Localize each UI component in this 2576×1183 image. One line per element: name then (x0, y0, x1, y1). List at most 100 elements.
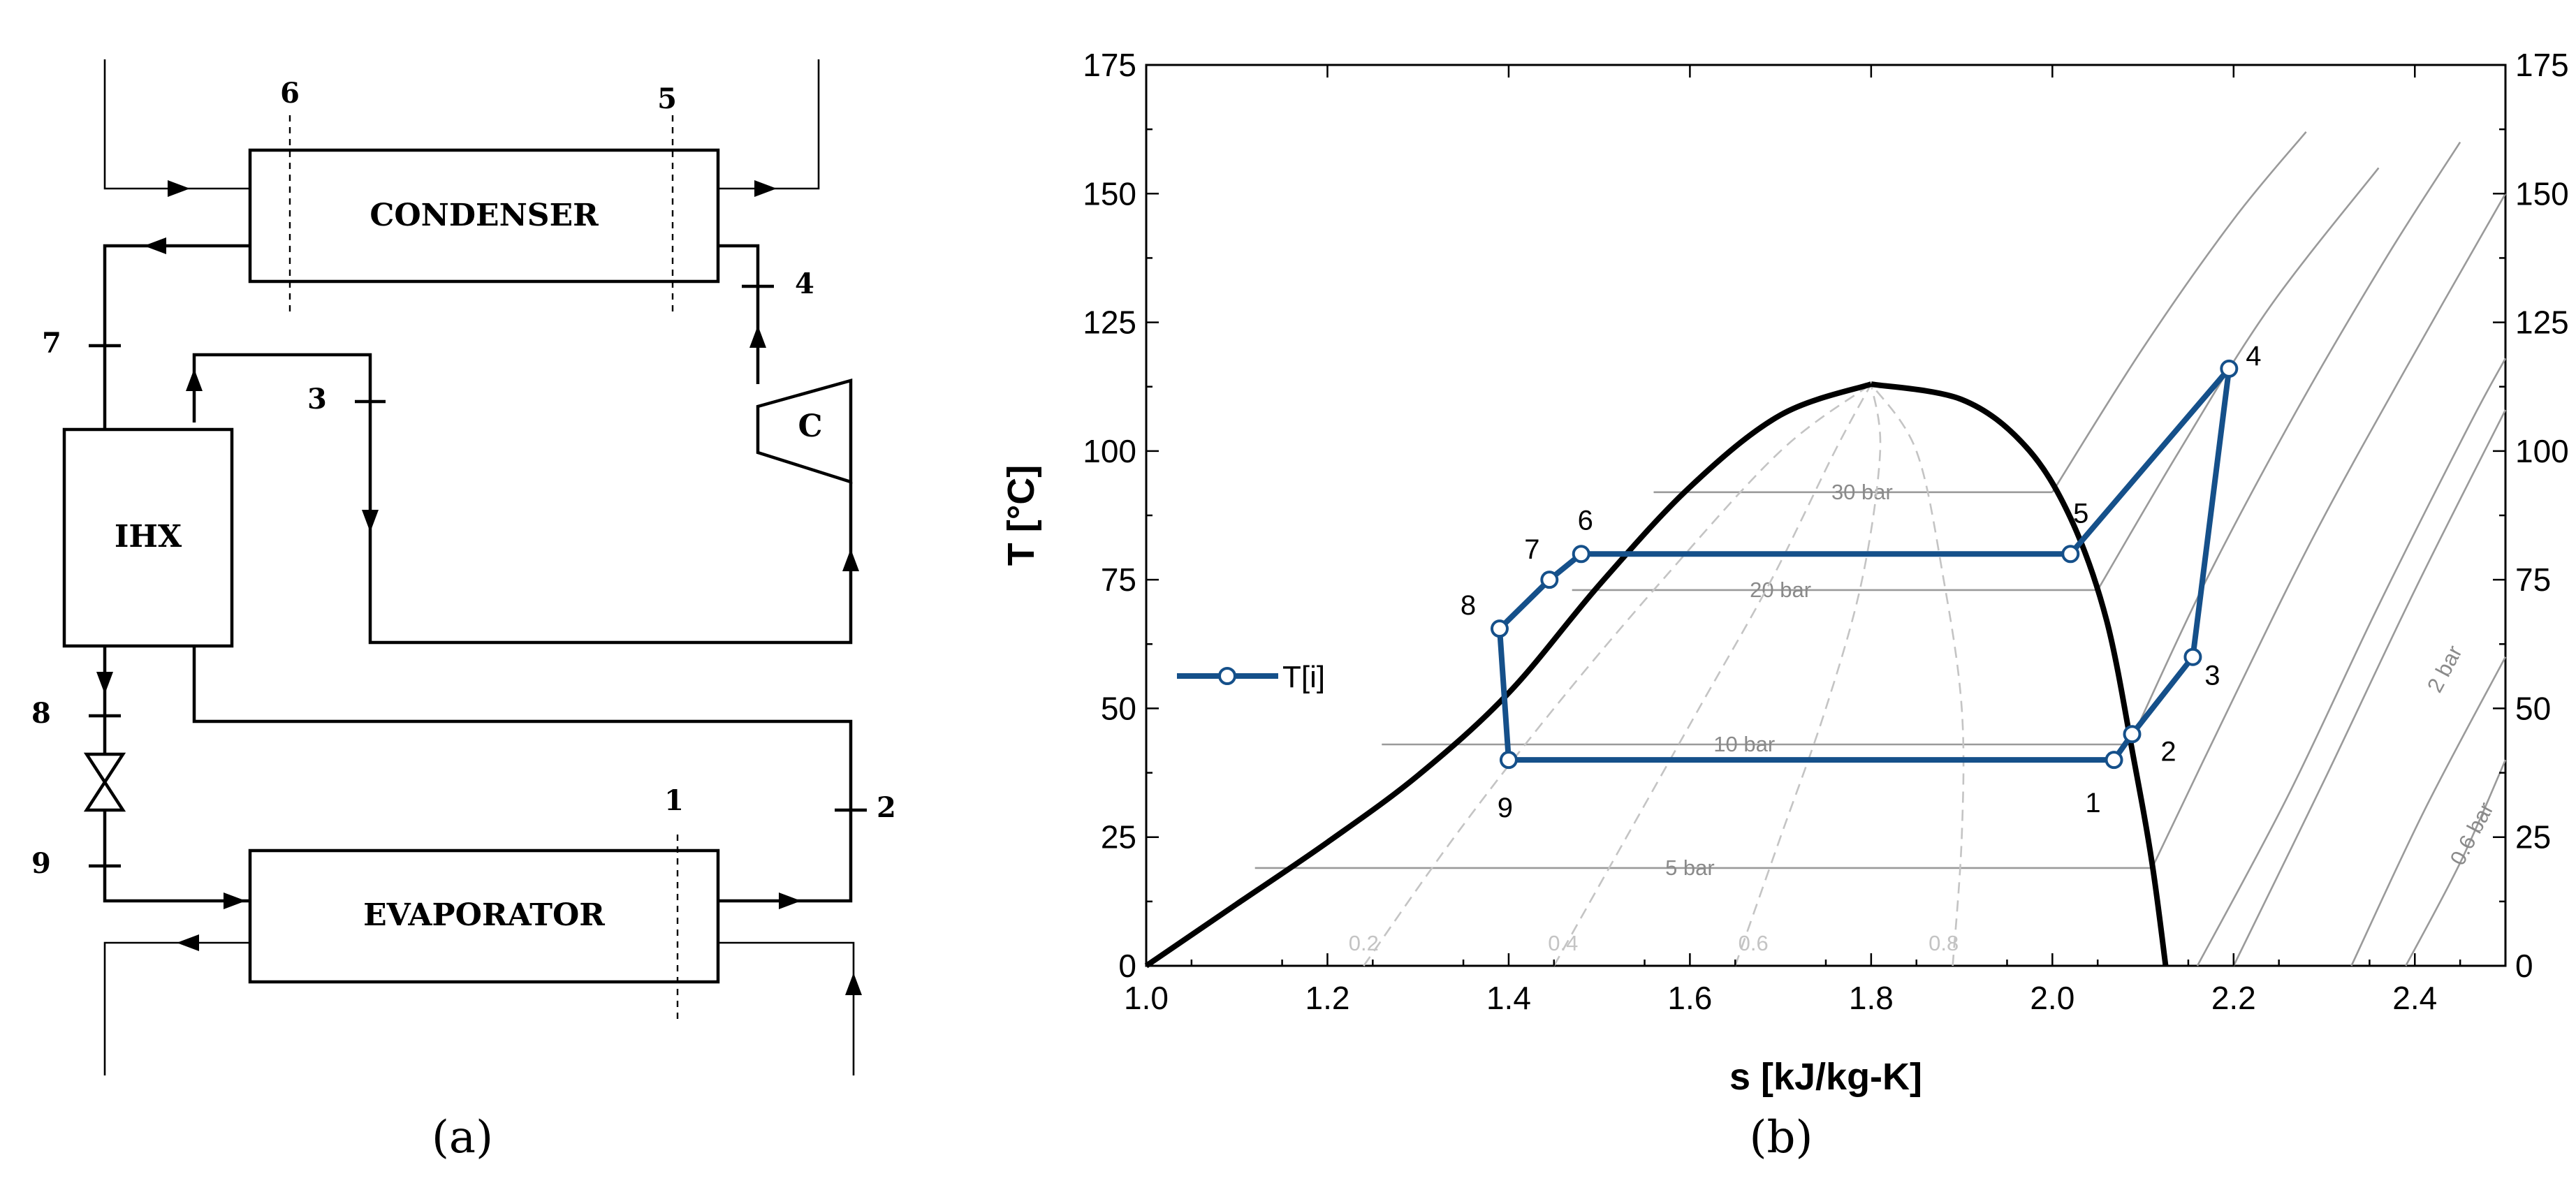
right-y-tick-label: 25 (2515, 819, 2551, 855)
cycle-schematic: CONDENSER 6 5 4 C 3 7 IHX 8 (31, 59, 896, 1075)
quality-label: 0.8 (1929, 931, 1959, 955)
evaporator-source-inlet-line (718, 941, 855, 1075)
isobar-label: 20 bar (1750, 578, 1811, 602)
right-y-tick-label: 150 (2515, 175, 2569, 212)
ihx-box (62, 427, 234, 648)
quality-line (1734, 383, 1882, 967)
quality-line (1553, 383, 1873, 967)
isobar-curve (2097, 167, 2380, 591)
quality-line (1870, 383, 1965, 967)
right-y-tick-label: 100 (2515, 433, 2569, 469)
arrow-left-icon (144, 237, 166, 254)
isobar-label: 30 bar (1831, 480, 1893, 504)
legend: T[i] (1177, 660, 1325, 694)
quality-label: 0.6 (1739, 931, 1769, 955)
arrow-down-icon (362, 510, 379, 532)
cycle-point-label: 6 (1578, 505, 1593, 536)
ihx-label: IHX (115, 519, 182, 554)
x-tick-label: 2.4 (2392, 980, 2437, 1016)
arrow-right-icon (168, 180, 190, 197)
state-9-label: 9 (31, 847, 51, 880)
arrow-right-icon (224, 892, 246, 909)
y-tick-label: 100 (1083, 433, 1136, 469)
panel-b-caption: (b) (1750, 1112, 1813, 1163)
panel-a-caption: (a) (432, 1112, 493, 1163)
right-y-tick-label: 75 (2515, 561, 2551, 598)
arrow-up-icon (845, 973, 862, 995)
axes: 1.0 1.2 1.4 1.6 1.8 2.0 2.2 2.40255075100125150… (1083, 47, 2569, 1016)
arrow-down-icon (96, 672, 113, 694)
legend-entry: T[i] (1282, 660, 1325, 694)
right-y-tick-label: 125 (2515, 304, 2569, 341)
y-tick-label: 125 (1083, 304, 1136, 341)
isobar-curve (2405, 759, 2507, 967)
condenser-box (248, 148, 720, 284)
arrow-right-icon (754, 180, 777, 197)
cycle-point-label: 5 (2073, 498, 2088, 529)
cycle-point-label: 4 (2246, 341, 2261, 372)
x-axis-title: s [kJ/kg-K] (1729, 1056, 1922, 1098)
cycle-point (1572, 545, 1590, 564)
x-tick-label: 1.4 (1486, 980, 1531, 1016)
condenser-label: CONDENSER (369, 198, 599, 233)
state-8-label: 8 (31, 697, 51, 730)
cycle-line (1497, 365, 2232, 763)
y-tick-label: 25 (1101, 819, 1136, 855)
isobar-curve (2128, 141, 2461, 745)
x-tick-label: 1.0 (1124, 980, 1169, 1016)
x-tick-label: 1.2 (1305, 980, 1349, 1016)
state-3-label: 3 (307, 383, 327, 416)
isobar-curve (2151, 193, 2507, 869)
arrow-left-icon (177, 934, 199, 951)
state-4-label: 4 (795, 267, 814, 300)
saturated-liquid-curve (1144, 381, 1873, 969)
quality-label: 0.4 (1548, 931, 1578, 955)
state-5-label: 5 (657, 82, 677, 115)
arrow-up-icon (186, 369, 203, 391)
y-axis-title: T [°C] (1000, 465, 1042, 566)
condenser-coolant-inlet-line (103, 59, 250, 190)
right-y-tick-label: 50 (2515, 690, 2551, 726)
cycle-point-label: 3 (2204, 661, 2220, 691)
cycle-path: 1 2 3 4 5 6 7 8 9 (1461, 341, 2262, 823)
cycle-point (1540, 571, 1559, 589)
saturation-dome (1144, 381, 2169, 969)
isobar-lines: 30 bar 20 bar 10 bar 5 bar 2 bar 0.6 bar (1254, 131, 2507, 967)
evaporator-box (248, 848, 720, 984)
x-tick-label: 1.6 (1667, 980, 1712, 1016)
valve-outlet-line (103, 810, 250, 903)
state-1-label: 1 (664, 784, 684, 817)
evaporator-label: EVAPORATOR (363, 897, 605, 933)
y-tick-label: 150 (1083, 175, 1136, 212)
legend-marker (1218, 667, 1236, 685)
quality-lines: 0.2 0.4 0.6 0.8 (1349, 383, 1965, 967)
cycle-point-label: 9 (1498, 793, 1513, 823)
cycle-point-label: 1 (2085, 788, 2100, 818)
y-tick-label: 50 (1101, 690, 1136, 726)
quality-line (1363, 383, 1872, 967)
cycle-point-label: 7 (1524, 534, 1539, 565)
y-tick-label: 75 (1101, 561, 1136, 598)
expansion-valve-icon (83, 752, 126, 812)
x-tick-label: 1.8 (1849, 980, 1894, 1016)
cycle-point (2061, 545, 2080, 564)
cycle-point (1490, 619, 1509, 638)
y-tick-label: 175 (1083, 47, 1136, 83)
isobar-curve (2051, 131, 2307, 493)
y-tick-label: 0 (1118, 948, 1136, 984)
condenser-coolant-outlet-line (718, 59, 820, 190)
isobar-curve (2350, 656, 2507, 967)
arrow-up-icon (749, 325, 766, 348)
state-7-label: 7 (42, 327, 61, 360)
quality-label: 0.2 (1349, 931, 1379, 955)
compressor-label: C (798, 409, 822, 444)
isobar-curve (2232, 409, 2507, 967)
cycle-point (2220, 359, 2239, 378)
arrow-right-icon (779, 892, 801, 909)
isobar-label: 0.6 bar (2445, 798, 2498, 869)
plot-frame (1145, 64, 2507, 967)
condenser-liquid-line (103, 244, 250, 429)
x-tick-label: 2.2 (2211, 980, 2256, 1016)
cycle-point-label: 8 (1461, 590, 1476, 621)
